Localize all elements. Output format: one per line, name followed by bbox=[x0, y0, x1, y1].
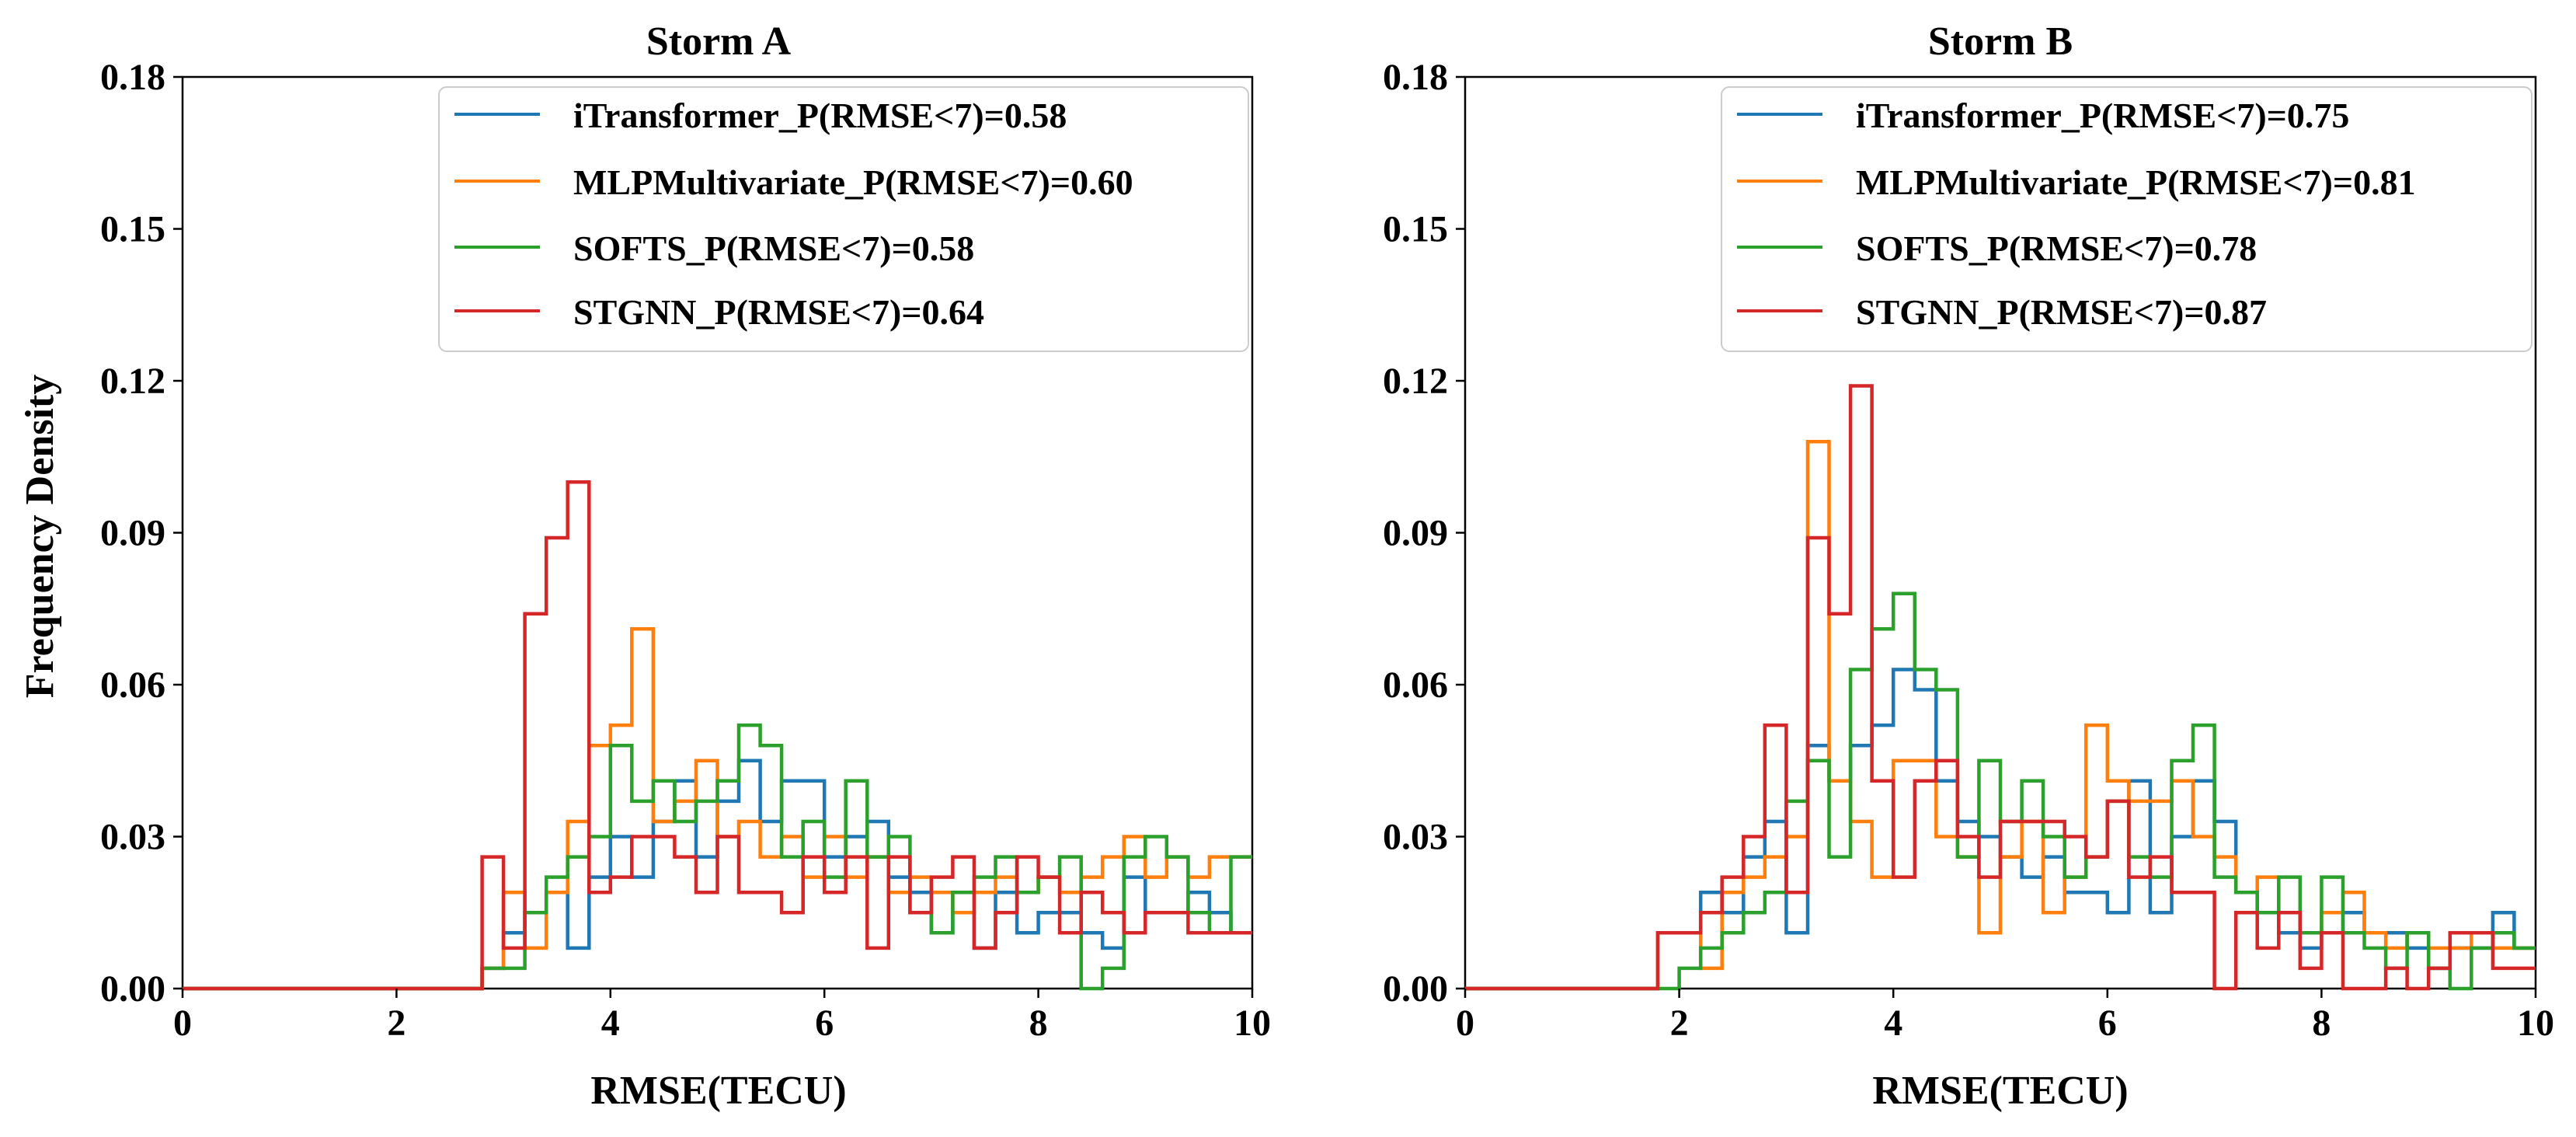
histogram-series-line bbox=[183, 723, 1252, 991]
legend-entry: MLPMultivariate_P(RMSE<7)=0.60 bbox=[573, 162, 1133, 202]
x-tick-label: 10 bbox=[2517, 1003, 2554, 1044]
y-tick-label: 0.06 bbox=[1383, 664, 1448, 706]
legend-box bbox=[438, 86, 1249, 352]
y-tick-label: 0.12 bbox=[100, 361, 165, 402]
legend-entry: STGNN_P(RMSE<7)=0.87 bbox=[1856, 292, 2267, 332]
x-tick-label: 8 bbox=[1029, 1003, 1048, 1044]
legend-entry: iTransformer_P(RMSE<7)=0.58 bbox=[573, 96, 1067, 135]
x-tick-label: 4 bbox=[601, 1003, 620, 1044]
series-layer bbox=[183, 480, 1252, 991]
x-tick-label: 2 bbox=[1670, 1003, 1689, 1044]
y-tick-label: 0.00 bbox=[100, 968, 165, 1010]
y-axis-label: Frequency Density bbox=[18, 375, 62, 698]
y-tick-label: 0.06 bbox=[100, 664, 165, 706]
legend: iTransformer_P(RMSE<7)=0.58 MLPMultivari… bbox=[438, 86, 1249, 352]
y-tick-label: 0.00 bbox=[1383, 968, 1448, 1010]
panel-storm-b: Storm B RMSE(TECU) 0 2 4 6 8 10 0.00 0.03 0.06 0.… bbox=[1383, 19, 2554, 1113]
x-tick-label: 6 bbox=[2098, 1003, 2117, 1044]
x-tick-label: 0 bbox=[173, 1003, 192, 1044]
legend-entry: SOFTS_P(RMSE<7)=0.78 bbox=[1856, 228, 2257, 268]
y-tick-label: 0.18 bbox=[100, 57, 165, 98]
x-tick-label: 0 bbox=[1456, 1003, 1474, 1044]
x-axis-label: RMSE(TECU) bbox=[590, 1069, 846, 1113]
x-tick-label: 4 bbox=[1884, 1003, 1902, 1044]
x-tick-label: 2 bbox=[387, 1003, 406, 1044]
histogram-series-line bbox=[1465, 384, 2536, 991]
histogram-series-line bbox=[183, 480, 1252, 991]
y-tick-label: 0.09 bbox=[1383, 513, 1448, 554]
y-tick-label: 0.09 bbox=[100, 513, 165, 554]
legend-entry: SOFTS_P(RMSE<7)=0.58 bbox=[573, 228, 974, 268]
y-tick-label: 0.18 bbox=[1383, 57, 1448, 98]
y-tick-label: 0.15 bbox=[100, 209, 165, 250]
legend: iTransformer_P(RMSE<7)=0.75 MLPMultivari… bbox=[1721, 86, 2532, 352]
legend-entry: iTransformer_P(RMSE<7)=0.75 bbox=[1856, 96, 2349, 135]
y-tick-label: 0.03 bbox=[1383, 817, 1448, 858]
ticks-layer: 0 2 4 6 8 10 0.00 0.03 0.06 0.09 0.12 0.15 0.18 bbox=[100, 57, 1271, 1044]
chart-title: Storm A bbox=[646, 19, 792, 64]
legend-entry: STGNN_P(RMSE<7)=0.64 bbox=[573, 292, 984, 332]
x-tick-label: 8 bbox=[2312, 1003, 2331, 1044]
series-layer bbox=[1465, 384, 2536, 991]
x-tick-label: 6 bbox=[815, 1003, 834, 1044]
legend-entry: MLPMultivariate_P(RMSE<7)=0.81 bbox=[1856, 162, 2416, 202]
panel-storm-a: Storm A Frequency Density RMSE(TECU) 0 2 4… bbox=[18, 19, 1271, 1113]
y-tick-label: 0.15 bbox=[1383, 209, 1448, 250]
legend-box bbox=[1721, 86, 2532, 352]
histogram-series-line bbox=[183, 627, 1252, 991]
chart-title: Storm B bbox=[1928, 19, 2073, 64]
x-axis-label: RMSE(TECU) bbox=[1872, 1069, 2128, 1113]
ticks-layer: 0 2 4 6 8 10 0.00 0.03 0.06 0.09 0.12 0.15 0.18 bbox=[1383, 57, 2554, 1044]
y-tick-label: 0.12 bbox=[1383, 361, 1448, 402]
x-tick-label: 10 bbox=[1234, 1003, 1271, 1044]
y-tick-label: 0.03 bbox=[100, 817, 165, 858]
histogram-series-line bbox=[1465, 439, 2536, 991]
